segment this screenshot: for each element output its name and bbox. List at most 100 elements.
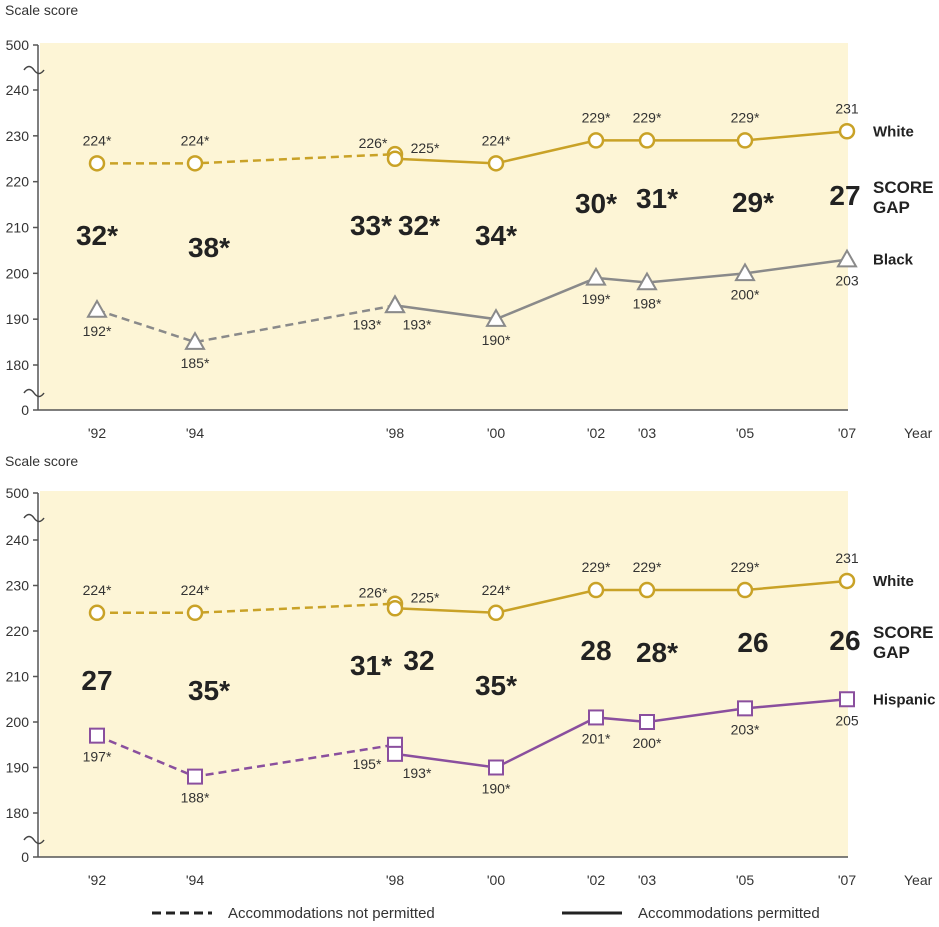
data-label: 197* <box>83 749 112 765</box>
data-label: 195* <box>353 756 382 772</box>
y-tick-label: 230 <box>6 578 30 594</box>
data-label: 190* <box>482 781 511 797</box>
data-point-square <box>387 745 403 762</box>
data-point-circle <box>88 604 106 622</box>
data-point-triangle <box>184 331 206 350</box>
data-point-square <box>639 714 655 730</box>
score-gap-value: 26 <box>737 627 768 658</box>
y-tick-label: 240 <box>6 532 30 548</box>
x-tick-label: '02 <box>587 425 605 441</box>
y-tick-label: 180 <box>6 357 30 373</box>
axis-break-icon <box>23 513 45 523</box>
data-label: 231 <box>835 100 859 116</box>
data-label: 224* <box>482 582 511 598</box>
data-label: 192* <box>83 323 112 339</box>
data-point-square <box>588 709 604 726</box>
x-tick-label: '94 <box>186 425 204 441</box>
data-label: 231 <box>835 550 859 566</box>
y-tick-label: 220 <box>6 623 30 639</box>
data-label: 224* <box>83 132 112 148</box>
x-axis-title: Year <box>904 872 933 888</box>
data-point-square <box>488 759 504 776</box>
data-label: 198* <box>633 296 662 312</box>
x-tick-label: '02 <box>587 872 605 888</box>
x-tick-label: '07 <box>838 425 856 441</box>
y-tick-label: 210 <box>6 220 30 236</box>
data-point-triangle <box>734 262 756 282</box>
data-label: 226* <box>359 585 388 601</box>
chart-panel-1: Scale score 0 180 190 200 210 220 230 240 500 '92 '… <box>5 2 933 441</box>
data-label: 193* <box>403 765 432 781</box>
y-tick-label: 190 <box>6 311 30 327</box>
data-point-circle <box>386 600 404 617</box>
data-label: 224* <box>482 132 511 148</box>
data-label: 193* <box>353 316 382 332</box>
score-gap-value: 26 <box>829 625 860 656</box>
data-label: 201* <box>582 730 611 746</box>
axis-break-icon <box>23 388 45 398</box>
axis-break-icon <box>23 835 45 845</box>
y-tick-label: 230 <box>6 128 30 144</box>
score-gap-value: 30* <box>575 188 617 219</box>
x-tick-label: '00 <box>487 425 505 441</box>
y-tick-label: 240 <box>6 82 30 98</box>
score-gap-label: SCORE <box>873 178 933 197</box>
score-gap-value: 27 <box>81 665 112 696</box>
data-point-circle <box>638 132 656 149</box>
series-line-solid <box>394 258 848 321</box>
y-tick-label: 190 <box>6 760 30 776</box>
data-point-circle <box>736 132 754 149</box>
score-gap-value: 31* <box>350 650 392 681</box>
data-label: 200* <box>633 735 662 751</box>
data-point-square <box>839 691 855 708</box>
series-name-label: Hispanic <box>873 691 936 708</box>
data-label: 225* <box>411 140 440 156</box>
axis-break-icon <box>23 65 45 75</box>
x-axis-title: Year <box>904 425 933 441</box>
series-line-solid <box>394 579 848 615</box>
data-point-triangle <box>636 271 658 291</box>
plot-background <box>40 43 848 410</box>
data-label: 224* <box>181 132 210 148</box>
data-point-circle <box>487 604 505 622</box>
y-tick-label: 180 <box>6 805 30 821</box>
score-gap-value: 29* <box>732 187 774 218</box>
series-hispanic: 197* 188* 195* 193* 190* 201* 200* 203* 205 Hispa… <box>83 691 936 806</box>
data-point-square <box>737 700 753 717</box>
data-point-circle <box>88 155 106 172</box>
x-tick-label: '03 <box>638 872 656 888</box>
data-label: 229* <box>582 559 611 575</box>
y-axis-title: Scale score <box>5 453 78 469</box>
x-tick-label: '98 <box>386 872 404 888</box>
y-tick-label: 500 <box>6 37 30 53</box>
score-gap-value: 35* <box>188 675 230 706</box>
data-point-triangle <box>585 266 607 286</box>
chart-panel-2: Scale score 0 180 190 200 210 220 230 240 500 '92 '… <box>5 453 936 888</box>
series-black: 192* 185* 193* 193* 190* 199* 198* 200* 203 Black <box>83 248 914 371</box>
y-tick-label: 200 <box>6 714 30 730</box>
series-line-dashed <box>96 304 396 344</box>
data-point-square <box>89 727 105 744</box>
data-point-circle <box>587 132 605 149</box>
data-label: 199* <box>582 291 611 307</box>
data-label: 229* <box>731 109 760 125</box>
data-label: 226* <box>359 135 388 151</box>
y-axis-title: Scale score <box>5 2 78 18</box>
data-label: 190* <box>482 332 511 348</box>
score-gap-value: 33* <box>350 210 392 241</box>
data-point-circle <box>487 155 505 172</box>
x-tick-label: '92 <box>88 872 106 888</box>
data-point-circle <box>186 604 204 622</box>
y-tick-label: 0 <box>21 402 29 418</box>
y-tick-label: 220 <box>6 174 30 190</box>
data-point-circle <box>838 123 856 140</box>
data-point-triangle <box>86 298 108 318</box>
data-label: 205 <box>835 712 859 728</box>
x-tick-label: '05 <box>736 872 754 888</box>
data-point-circle <box>386 150 404 167</box>
x-tick-label: '00 <box>487 872 505 888</box>
data-label: 229* <box>731 559 760 575</box>
data-point-square <box>187 768 203 785</box>
data-label: 188* <box>181 790 210 806</box>
